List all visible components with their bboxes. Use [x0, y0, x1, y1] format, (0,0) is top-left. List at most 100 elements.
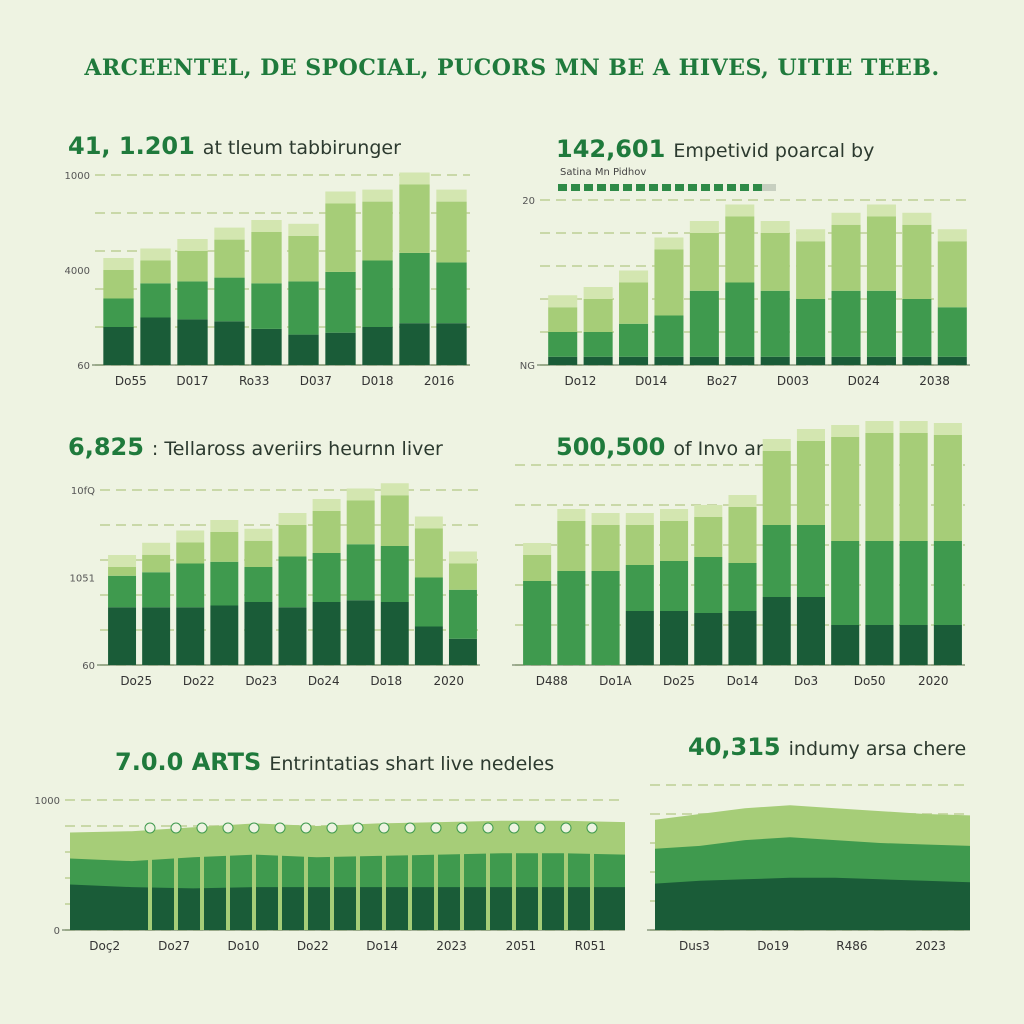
plant-bulb	[534, 822, 546, 834]
panel3-title: 6,825: Tellaross averiirs heurnn liver	[68, 433, 443, 461]
panel4-chart: D488 Do1A Do25 Do14 Do3 Do50 2020	[512, 421, 965, 688]
plant-bulb	[482, 822, 494, 834]
bar-dark	[140, 317, 171, 365]
bar-mid	[362, 260, 393, 327]
bar-cap	[725, 204, 755, 217]
panel6-chart: Dus3 Do19 R486 2023	[647, 784, 970, 953]
x-tick-label: Do22	[183, 674, 215, 688]
bar-mid	[902, 299, 932, 357]
bar-cap	[108, 555, 137, 567]
bar-light	[244, 540, 273, 567]
bar-cap	[625, 513, 654, 525]
bar-mid	[288, 281, 319, 335]
bar-dark	[660, 611, 689, 665]
bar-cap	[796, 429, 825, 441]
bar-light	[689, 233, 719, 291]
y-tick-label: 60	[82, 661, 95, 672]
bar-cap	[312, 499, 341, 511]
bar-mid	[103, 298, 134, 327]
bar-light	[177, 251, 208, 282]
bar-dark	[619, 356, 649, 365]
x-tick-label: Do25	[663, 674, 695, 688]
bar-mid	[865, 541, 894, 625]
y-tick-label: NG	[520, 361, 535, 372]
bar-mid	[214, 277, 245, 322]
x-tick-label: D018	[361, 374, 393, 388]
bar-cap	[278, 513, 307, 525]
bar-dark	[346, 600, 375, 665]
panel2-title: 142,601 Empetivid poarcal by	[556, 135, 874, 163]
x-tick-label: Do14	[727, 674, 759, 688]
bar-cap	[937, 229, 967, 242]
bar-cap	[103, 258, 134, 270]
bar-dark	[937, 356, 967, 365]
bar-dark	[214, 321, 245, 365]
bar-cap	[796, 229, 826, 242]
bar-cap	[288, 223, 319, 236]
bar-mid	[866, 290, 896, 357]
panel1-title: 41, 1.201 at tleum tabbirunger	[68, 132, 401, 160]
bar-dark	[831, 356, 861, 365]
bar-light	[899, 433, 928, 541]
bar-cap	[865, 421, 894, 433]
bar-light	[362, 201, 393, 261]
x-tick-label: Do55	[115, 374, 147, 388]
bar-light	[251, 232, 282, 284]
bar-light	[380, 495, 409, 546]
bar-mid	[312, 553, 341, 602]
x-tick-label: Bo27	[707, 374, 738, 388]
bar-light	[176, 542, 205, 564]
plant-bulb	[196, 822, 208, 834]
bar-cap	[325, 191, 356, 204]
bar-mid	[448, 589, 477, 639]
bar-light	[448, 563, 477, 590]
bar-light	[762, 451, 791, 525]
plant-bulb	[274, 822, 286, 834]
bar-mid	[325, 271, 356, 333]
bar-cap	[177, 239, 208, 251]
panel4-title: 500,500 of Invo arer	[556, 433, 783, 461]
bar-dark	[725, 356, 755, 365]
panel2-legend-swatch	[558, 184, 776, 191]
panel2-legend-label: Satina Mn Pidhov	[560, 167, 647, 178]
bar-mid	[583, 332, 613, 357]
plant-bulb	[586, 822, 598, 834]
x-tick-label: Ro33	[239, 374, 269, 388]
y-tick-label: 1000	[35, 796, 60, 807]
bar-cap	[380, 483, 409, 496]
panel6-title-number: 40,315	[688, 733, 781, 761]
bar-mid	[760, 290, 790, 357]
bar-mid	[436, 262, 467, 324]
bar-light	[728, 507, 757, 563]
bar-mid	[176, 563, 205, 608]
bar-cap	[436, 189, 467, 202]
x-tick-label: 2051	[506, 939, 537, 953]
bar-cap	[523, 543, 552, 555]
bar-light	[654, 249, 684, 316]
bar-dark	[414, 626, 443, 665]
bar-mid	[591, 571, 620, 665]
plant-bulb	[404, 822, 416, 834]
bar-dark	[244, 602, 273, 665]
bar-light	[831, 437, 860, 541]
x-tick-label: Do3	[794, 674, 818, 688]
bar-dark	[325, 332, 356, 365]
bar-light	[103, 270, 134, 299]
panel5-title-text: Entrintatias shart live nedeles	[269, 753, 555, 775]
bar-light	[278, 525, 307, 557]
bar-cap	[866, 204, 896, 217]
bar-light	[108, 567, 137, 576]
bar-cap	[414, 516, 443, 529]
panel4-title-number: 500,500	[556, 433, 666, 461]
bar-cap	[902, 212, 932, 225]
plant-bulb	[430, 822, 442, 834]
bar-mid	[140, 283, 171, 318]
y-tick-label: 4000	[65, 266, 90, 277]
panel5-title-number: 7.0.0 ARTS	[115, 748, 262, 776]
plant-bulb	[170, 822, 182, 834]
bar-dark	[176, 607, 205, 665]
x-tick-label: Do1A	[599, 674, 632, 688]
bar-mid	[831, 290, 861, 357]
bar-dark	[142, 607, 171, 665]
